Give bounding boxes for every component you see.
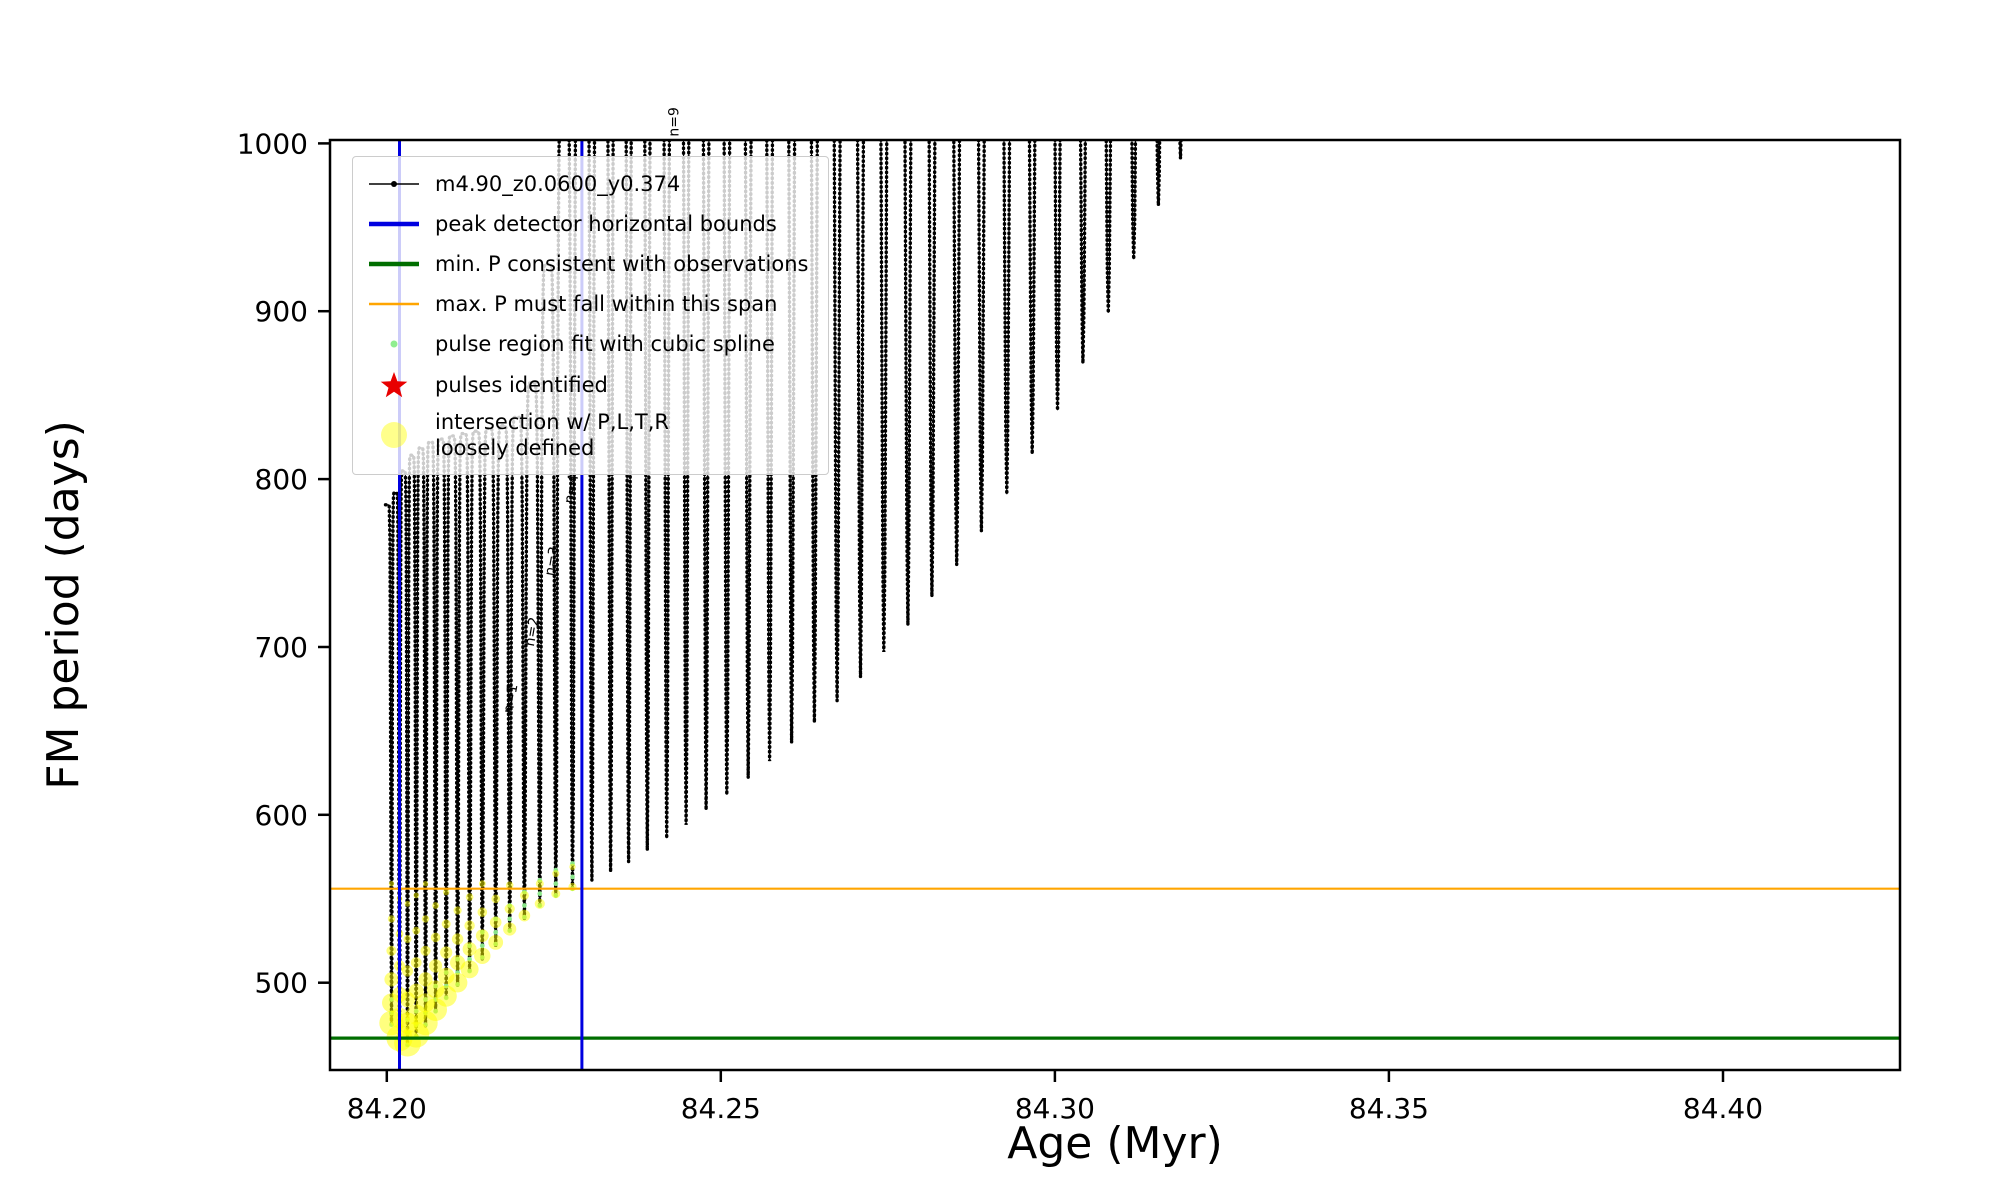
- annotation-n=4: n=4: [561, 473, 582, 505]
- legend-label: pulse region fit with cubic spline: [435, 331, 775, 356]
- annotation-n=1: n=1: [501, 683, 522, 715]
- legend-item-pulse-fit: pulse region fit with cubic spline: [365, 327, 808, 361]
- y-tick-label: 900: [255, 295, 308, 328]
- x-axis-label: Age (Myr): [1007, 1118, 1223, 1169]
- x-tick-label: 84.35: [1349, 1092, 1429, 1125]
- peak-bounds-swatch-icon: [365, 210, 423, 238]
- legend-label: intersection w/ P,L,T,R loosely defined: [435, 410, 669, 461]
- pulse-fit-swatch-icon: [365, 330, 423, 358]
- legend-label: max. P must fall within this span: [435, 291, 778, 316]
- intersection-swatch-icon: [365, 415, 423, 455]
- y-axis: 500 600 700 800 900 1000: [237, 127, 330, 1000]
- track-swatch-icon: [365, 170, 423, 198]
- legend-item-track: m4.90_z0.0600_y0.374: [365, 167, 808, 201]
- plot-area: [330, 140, 1900, 1070]
- legend-item-intersection: intersection w/ P,L,T,R loosely defined: [365, 409, 808, 462]
- intersection-blobs: [379, 863, 577, 1057]
- legend-item-pulses: pulses identified: [365, 367, 808, 403]
- min-period-swatch-icon: [365, 250, 423, 278]
- max-period-swatch-icon: [365, 290, 423, 318]
- y-axis-label: FM period (days): [38, 420, 89, 790]
- legend-label: pulses identified: [435, 372, 608, 397]
- y-tick-label: 700: [255, 631, 308, 664]
- legend-label: peak detector horizontal bounds: [435, 211, 777, 236]
- legend-label: m4.90_z0.0600_y0.374: [435, 171, 681, 196]
- y-tick-label: 600: [255, 799, 308, 832]
- axes-frame: [328, 138, 1902, 1072]
- x-tick-label: 84.30: [1015, 1092, 1095, 1125]
- x-tick-label: 84.25: [681, 1092, 761, 1125]
- y-tick-label: 1000: [237, 127, 308, 160]
- y-tick-label: 500: [255, 967, 308, 1000]
- legend-item-max-period: max. P must fall within this span: [365, 287, 808, 321]
- x-tick-label: 84.20: [347, 1092, 427, 1125]
- legend-item-peak-bounds: peak detector horizontal bounds: [365, 207, 808, 241]
- annotation-n=9: n=9: [667, 107, 683, 137]
- annotation-n=3: n=3: [542, 545, 563, 577]
- y-tick-label: 800: [255, 463, 308, 496]
- annotation-n=2: n=2: [522, 616, 543, 648]
- legend-item-min-period: min. P consistent with observations: [365, 247, 808, 281]
- legend-label: min. P consistent with observations: [435, 251, 809, 276]
- pulses-swatch-icon: [365, 367, 423, 403]
- x-axis: 84.20 84.25 84.30 84.35 84.40: [347, 1070, 1763, 1125]
- x-tick-label: 84.40: [1683, 1092, 1763, 1125]
